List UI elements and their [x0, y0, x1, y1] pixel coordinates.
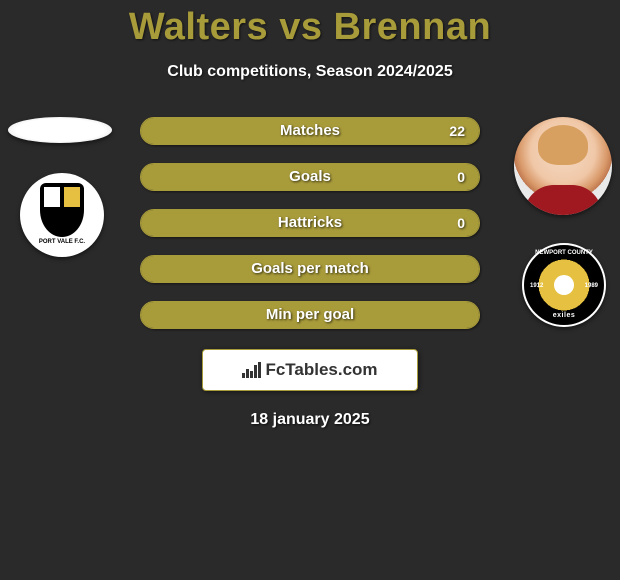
stats-bars: Matches22Goals0Hattricks0Goals per match…: [140, 117, 480, 347]
page-title: Walters vs Brennan: [0, 0, 620, 49]
date-text: 18 january 2025: [0, 411, 620, 429]
player-right-column: NEWPORT COUNTY 1912 1989 exiles: [514, 117, 612, 327]
stat-label: Min per goal: [141, 302, 479, 328]
stat-value-right: 22: [449, 118, 465, 144]
stat-row: Goals0: [140, 163, 480, 191]
club-left-badge: PORT VALE F.C.: [20, 173, 104, 257]
club-right-badge: NEWPORT COUNTY 1912 1989 exiles: [522, 243, 606, 327]
player-left-avatar: [8, 117, 112, 143]
fctables-text: FcTables.com: [265, 360, 377, 380]
stat-row: Goals per match: [140, 255, 480, 283]
club-right-top-text: NEWPORT COUNTY: [524, 250, 604, 256]
shield-icon: [40, 183, 84, 237]
stat-value-right: 0: [457, 164, 465, 190]
player-left-column: PORT VALE F.C.: [8, 117, 112, 257]
stat-row: Matches22: [140, 117, 480, 145]
club-right-year2: 1989: [585, 283, 598, 289]
stat-label: Goals: [141, 164, 479, 190]
stat-row: Hattricks0: [140, 209, 480, 237]
fctables-badge: FcTables.com: [202, 349, 418, 391]
page-subtitle: Club competitions, Season 2024/2025: [0, 63, 620, 81]
club-right-name: exiles: [524, 312, 604, 319]
club-right-year1: 1912: [530, 283, 543, 289]
stat-row: Min per goal: [140, 301, 480, 329]
stat-value-right: 0: [457, 210, 465, 236]
bars-icon: [242, 362, 261, 378]
player-right-avatar: [514, 117, 612, 215]
stat-label: Hattricks: [141, 210, 479, 236]
stat-label: Goals per match: [141, 256, 479, 282]
stat-label: Matches: [141, 118, 479, 144]
club-left-name: PORT VALE F.C.: [20, 239, 104, 245]
